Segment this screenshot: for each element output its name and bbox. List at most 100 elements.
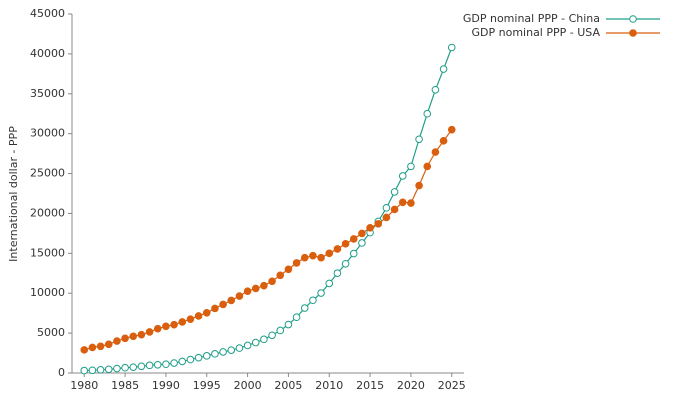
legend-marker [629, 15, 637, 23]
data-point [439, 137, 448, 145]
data-point [211, 350, 219, 358]
data-point [202, 308, 211, 317]
data-point [398, 172, 407, 180]
y-tick-label: 35000 [30, 87, 65, 100]
data-point [300, 253, 309, 262]
data-point [227, 346, 236, 354]
x-tick-label: 2020 [397, 379, 425, 392]
legend-marker [629, 29, 637, 37]
data-point [333, 269, 342, 277]
data-point [431, 148, 440, 156]
data-point [170, 359, 178, 367]
data-point [358, 229, 366, 238]
data-point [317, 253, 325, 262]
data-point [382, 213, 391, 222]
x-tick-label: 2025 [438, 379, 466, 392]
legend-label: GDP nominal PPP - China [463, 12, 600, 25]
data-point [390, 205, 399, 214]
data-point [423, 162, 432, 171]
data-point [80, 366, 89, 375]
y-tick-label: 45000 [30, 7, 65, 20]
data-point [276, 326, 285, 335]
data-point [382, 204, 391, 212]
y-tick-label: 25000 [30, 167, 65, 180]
data-point [284, 265, 293, 274]
x-tick-label: 2005 [274, 379, 302, 392]
y-tick-label: 0 [58, 366, 65, 379]
data-point [251, 284, 260, 293]
data-point [129, 363, 138, 371]
data-point [415, 135, 423, 144]
data-point [121, 363, 129, 372]
x-tick-label: 2000 [234, 379, 262, 392]
data-point [145, 361, 154, 370]
data-point [227, 296, 236, 305]
data-point [113, 337, 121, 345]
data-point [186, 355, 195, 364]
data-point [415, 181, 423, 190]
data-point [300, 304, 309, 312]
data-point [243, 341, 252, 350]
data-point [235, 344, 244, 352]
x-tick-label: 1985 [111, 379, 139, 392]
data-point [137, 330, 146, 339]
data-point [325, 279, 334, 288]
data-point [129, 332, 138, 341]
data-point [260, 335, 268, 344]
y-tick-label: 40000 [30, 47, 65, 60]
data-point [349, 249, 358, 258]
data-point [88, 366, 97, 375]
data-point [178, 357, 187, 366]
data-point [374, 220, 383, 228]
data-point [423, 109, 432, 118]
y-axis-label: International dollar - PPP [7, 126, 20, 262]
data-point [292, 313, 301, 322]
data-point [349, 235, 358, 243]
data-point [325, 249, 334, 258]
series-line [84, 47, 453, 372]
data-point [407, 199, 415, 207]
data-point [276, 271, 285, 280]
data-point [153, 324, 162, 333]
series-line [84, 129, 453, 351]
data-point [398, 198, 407, 207]
data-point [447, 43, 456, 52]
data-point [358, 239, 366, 247]
legend-label: GDP nominal PPP - USA [472, 26, 601, 39]
data-point [219, 300, 227, 309]
data-point [170, 320, 178, 329]
data-point [162, 322, 170, 331]
data-point [113, 364, 121, 373]
data-point [211, 304, 219, 313]
data-point [284, 320, 293, 329]
data-point [439, 65, 448, 73]
x-tick-label: 1995 [193, 379, 221, 392]
data-point [178, 318, 187, 326]
y-tick-label: 5000 [37, 326, 65, 339]
x-tick-label: 1980 [70, 379, 98, 392]
data-point [268, 277, 276, 286]
y-tick-label: 15000 [30, 246, 65, 259]
data-point [447, 125, 456, 134]
data-point [104, 365, 113, 374]
data-point [137, 362, 146, 371]
data-point [162, 360, 170, 369]
data-point [366, 224, 374, 232]
data-point [407, 162, 415, 171]
data-point [194, 312, 203, 320]
data-point [194, 353, 203, 362]
data-point [153, 360, 162, 369]
data-point [292, 259, 301, 267]
data-point [260, 281, 268, 290]
data-point [104, 340, 113, 349]
data-point [341, 239, 350, 248]
data-point [390, 188, 399, 196]
data-point [219, 348, 227, 356]
x-tick-label: 1990 [152, 379, 180, 392]
data-point [145, 328, 154, 336]
x-tick-label: 2010 [315, 379, 343, 392]
data-point [268, 331, 276, 340]
data-point [202, 352, 211, 360]
data-point [96, 366, 105, 374]
